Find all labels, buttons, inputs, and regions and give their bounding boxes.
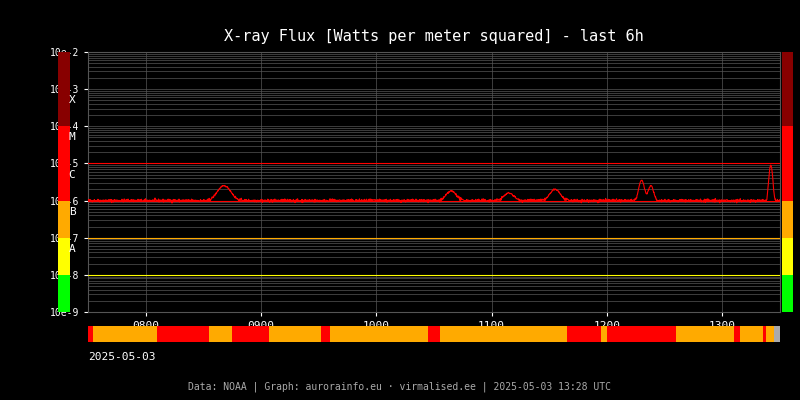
Text: C: C bbox=[69, 170, 75, 180]
Text: X: X bbox=[69, 95, 75, 105]
Text: 2025-05-03: 2025-05-03 bbox=[88, 352, 155, 362]
Text: Data: NOAA | Graph: aurorainfo.eu · virmalised.ee | 2025-05-03 13:28 UTC: Data: NOAA | Graph: aurorainfo.eu · virm… bbox=[189, 382, 611, 392]
Text: M: M bbox=[69, 132, 75, 142]
Text: A: A bbox=[69, 244, 75, 254]
Text: B: B bbox=[69, 207, 75, 217]
Title: X-ray Flux [Watts per meter squared] - last 6h: X-ray Flux [Watts per meter squared] - l… bbox=[224, 29, 644, 44]
